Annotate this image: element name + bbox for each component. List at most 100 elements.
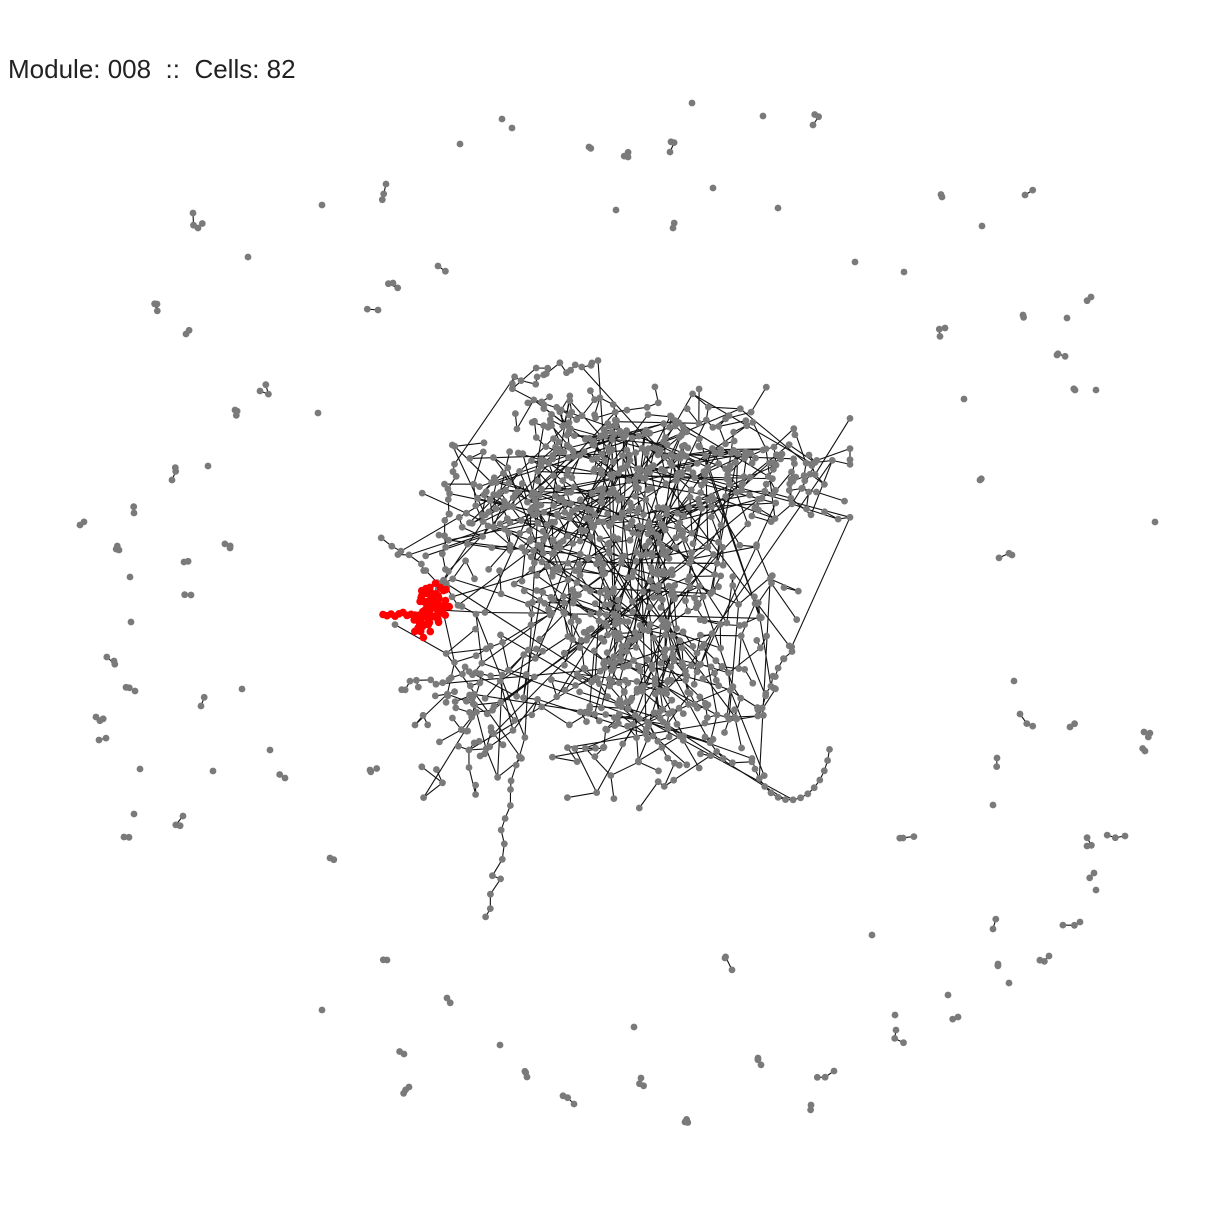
graph-node <box>770 684 778 692</box>
graph-node <box>527 621 535 629</box>
graph-node <box>695 764 703 772</box>
graph-node <box>592 744 599 752</box>
graph-node <box>497 875 504 883</box>
graph-node <box>588 359 596 367</box>
graph-edge <box>512 367 537 390</box>
graph-node <box>803 505 810 513</box>
graph-node <box>703 714 711 721</box>
graph-edge <box>584 747 612 776</box>
graph-node <box>654 451 662 459</box>
graph-node <box>613 619 620 627</box>
graph-node <box>711 669 718 677</box>
graph-node <box>112 545 120 553</box>
graph-node <box>994 962 1002 970</box>
graph-node <box>547 419 554 427</box>
graph-node <box>762 445 770 453</box>
graph-node <box>738 744 745 752</box>
graph-node <box>591 600 599 608</box>
graph-node <box>530 396 538 404</box>
graph-node <box>539 589 547 596</box>
graph-node <box>1103 831 1111 839</box>
graph-node <box>472 791 479 798</box>
graph-node <box>785 487 793 494</box>
graph-edge <box>492 457 528 503</box>
graph-node <box>557 406 565 414</box>
graph-edge <box>602 568 629 579</box>
graph-node <box>715 583 722 591</box>
graph-node <box>507 802 514 809</box>
graph-node <box>993 763 1001 770</box>
graph-node <box>644 445 652 452</box>
graph-node <box>682 677 689 684</box>
graph-node <box>127 618 135 626</box>
graph-node <box>798 485 806 492</box>
graph-edge <box>764 490 791 499</box>
graph-node <box>500 469 507 477</box>
graph-node <box>635 522 643 530</box>
graph-edge <box>512 699 539 731</box>
graph-node <box>581 708 589 716</box>
graph-node <box>537 501 545 509</box>
graph-node <box>615 496 622 504</box>
graph-node <box>910 833 918 840</box>
graph-node <box>828 457 836 464</box>
graph-node <box>464 540 471 548</box>
graph-node <box>611 659 619 666</box>
graph-node <box>722 953 729 961</box>
graph-node <box>529 488 537 496</box>
graph-node <box>620 687 628 695</box>
graph-node <box>676 451 684 459</box>
graph-node <box>262 381 270 389</box>
graph-node <box>682 667 689 675</box>
graph-node <box>671 422 679 430</box>
graph-node <box>675 433 683 441</box>
graph-edge <box>700 633 713 665</box>
graph-node <box>657 604 665 611</box>
graph-node <box>681 441 688 449</box>
graph-node <box>330 856 338 864</box>
graph-node <box>545 605 552 613</box>
graph-node <box>655 767 662 775</box>
graph-node <box>846 461 854 468</box>
graph-node <box>441 480 448 488</box>
graph-node <box>633 472 641 480</box>
graph-node <box>469 710 476 718</box>
graph-node <box>654 778 662 786</box>
graph-node <box>561 599 569 607</box>
graph-node <box>439 779 446 787</box>
graph-node <box>821 1073 829 1081</box>
graph-node <box>635 804 643 812</box>
graph-node <box>544 364 552 372</box>
graph-node <box>661 453 669 461</box>
graph-edge <box>788 444 816 463</box>
graph-node <box>805 451 813 459</box>
graph-node <box>725 716 733 723</box>
graph-node <box>749 418 757 426</box>
graph-edge <box>816 448 851 461</box>
graph-node <box>654 737 662 745</box>
graph-node <box>785 441 793 449</box>
graph-node <box>660 783 668 790</box>
graph-node <box>441 517 449 524</box>
graph-node <box>591 465 599 473</box>
graph-node <box>559 422 567 430</box>
graph-node <box>663 441 671 449</box>
graph-node <box>725 669 732 677</box>
graph-node <box>385 280 392 288</box>
graph-node <box>816 776 824 784</box>
graph-node <box>565 454 572 461</box>
graph-edge <box>626 665 718 716</box>
graph-node <box>507 786 514 793</box>
graph-node <box>589 524 597 531</box>
graph-node <box>435 531 443 539</box>
graph-node <box>498 855 506 863</box>
graph-node <box>581 665 589 673</box>
graph-node <box>629 721 637 728</box>
graph-node <box>693 668 701 676</box>
graph-node <box>539 528 547 535</box>
graph-node <box>593 789 601 796</box>
graph-node <box>487 724 495 731</box>
graph-node <box>1092 886 1100 894</box>
graph-node <box>576 644 584 651</box>
graph-node <box>772 499 780 507</box>
